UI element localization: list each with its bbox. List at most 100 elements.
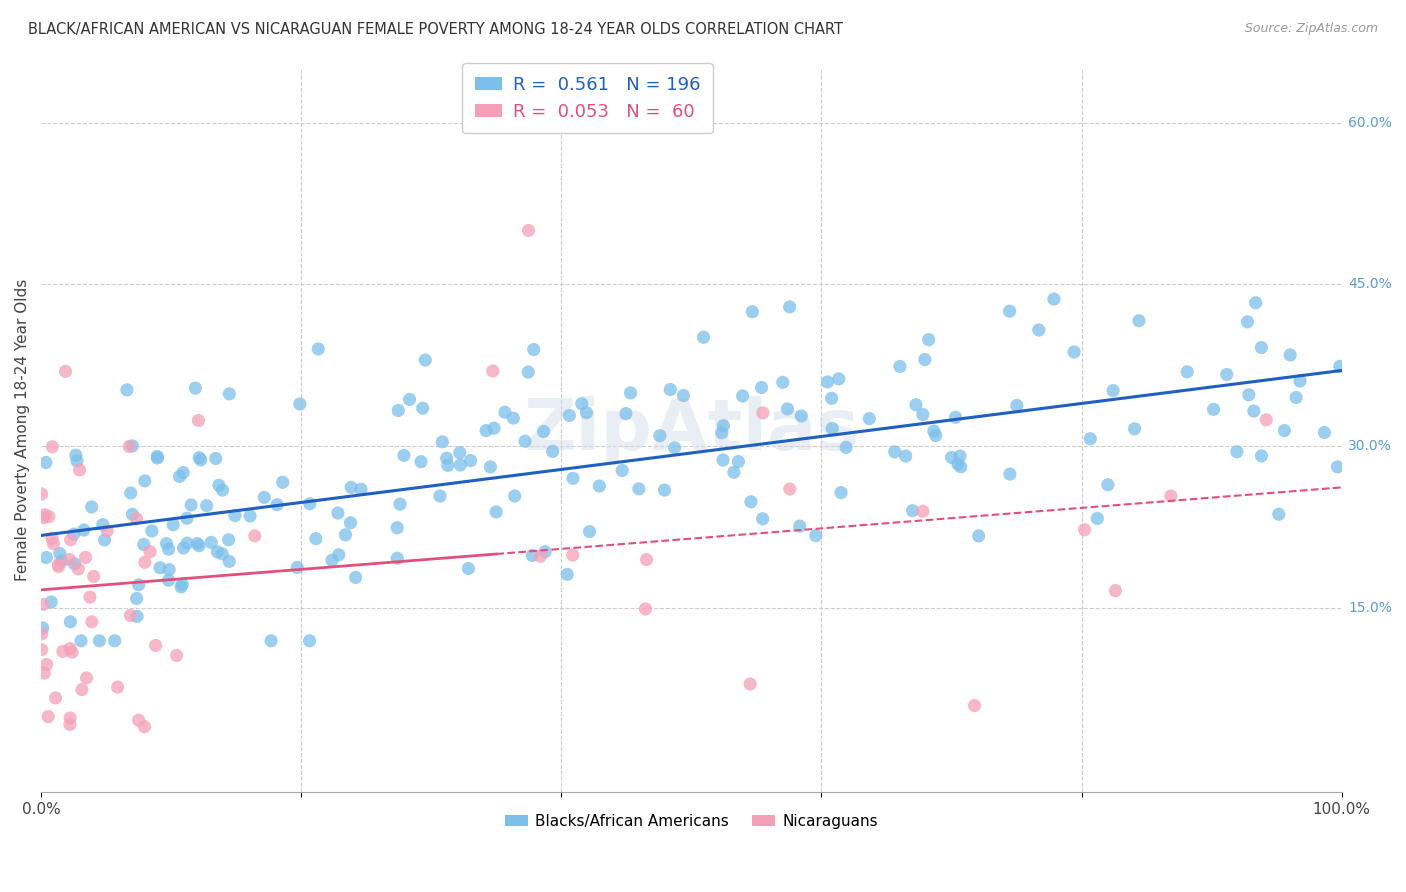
Point <box>911 408 934 422</box>
Point <box>1202 402 1225 417</box>
Point <box>31 487 53 501</box>
Point <box>1243 404 1265 418</box>
Point <box>858 411 880 425</box>
Point <box>59 717 82 731</box>
Point <box>751 380 773 394</box>
Point <box>239 508 262 523</box>
Point <box>42 537 65 551</box>
Point <box>741 304 763 318</box>
Point <box>429 489 451 503</box>
Point <box>1216 368 1239 382</box>
Point <box>73 523 96 537</box>
Point <box>63 527 86 541</box>
Point <box>49 547 72 561</box>
Point <box>713 418 735 433</box>
Point <box>32 666 55 681</box>
Point <box>93 533 115 547</box>
Point <box>804 529 827 543</box>
Point <box>779 300 801 314</box>
Point <box>76 671 98 685</box>
Point <box>648 428 671 442</box>
Point <box>339 516 361 530</box>
Point <box>188 450 211 465</box>
Point <box>340 480 363 494</box>
Point <box>139 544 162 558</box>
Point <box>731 389 754 403</box>
Point <box>922 424 945 438</box>
Point <box>134 474 156 488</box>
Point <box>901 504 924 518</box>
Point <box>503 489 526 503</box>
Point <box>828 372 851 386</box>
Point <box>172 577 194 591</box>
Point <box>949 459 972 474</box>
Point <box>475 424 498 438</box>
Text: 60.0%: 60.0% <box>1348 115 1392 129</box>
Point <box>65 448 87 462</box>
Point <box>830 485 852 500</box>
Point <box>949 449 972 463</box>
Point <box>120 608 142 623</box>
Point <box>41 531 63 545</box>
Point <box>169 469 191 483</box>
Point <box>1313 425 1336 440</box>
Point <box>998 467 1021 482</box>
Point <box>335 528 357 542</box>
Point <box>437 458 460 473</box>
Point <box>1285 391 1308 405</box>
Point <box>48 558 70 572</box>
Point <box>776 401 799 416</box>
Point <box>211 547 233 561</box>
Text: 15.0%: 15.0% <box>1348 601 1392 615</box>
Point <box>91 517 114 532</box>
Point <box>413 353 436 368</box>
Point <box>149 560 172 574</box>
Point <box>432 434 454 449</box>
Point <box>634 602 657 616</box>
Point <box>925 428 948 442</box>
Point <box>710 425 733 440</box>
Point <box>190 453 212 467</box>
Point <box>305 532 328 546</box>
Point <box>59 615 82 629</box>
Point <box>779 482 801 496</box>
Point <box>41 440 63 454</box>
Point <box>1329 359 1351 374</box>
Point <box>460 453 482 467</box>
Point <box>32 598 55 612</box>
Point <box>70 633 93 648</box>
Point <box>529 549 551 564</box>
Point <box>1123 422 1146 436</box>
Point <box>436 451 458 466</box>
Point <box>502 411 524 425</box>
Point <box>208 478 231 492</box>
Point <box>70 682 93 697</box>
Point <box>740 677 762 691</box>
Point <box>883 445 905 459</box>
Point <box>904 398 927 412</box>
Point <box>654 483 676 497</box>
Point <box>555 567 578 582</box>
Text: Source: ZipAtlas.com: Source: ZipAtlas.com <box>1244 22 1378 36</box>
Point <box>125 512 148 526</box>
Point <box>285 560 308 574</box>
Point <box>172 541 194 555</box>
Point <box>1104 583 1126 598</box>
Point <box>157 542 180 557</box>
Point <box>243 529 266 543</box>
Point <box>692 330 714 344</box>
Point <box>387 521 409 535</box>
Point <box>1250 341 1272 355</box>
Point <box>187 413 209 427</box>
Point <box>946 457 969 471</box>
Point <box>1279 348 1302 362</box>
Point <box>38 509 60 524</box>
Point <box>67 562 90 576</box>
Point <box>1175 365 1198 379</box>
Point <box>288 397 311 411</box>
Point <box>612 463 634 477</box>
Point <box>1102 384 1125 398</box>
Point <box>485 505 508 519</box>
Point <box>184 381 207 395</box>
Point <box>107 680 129 694</box>
